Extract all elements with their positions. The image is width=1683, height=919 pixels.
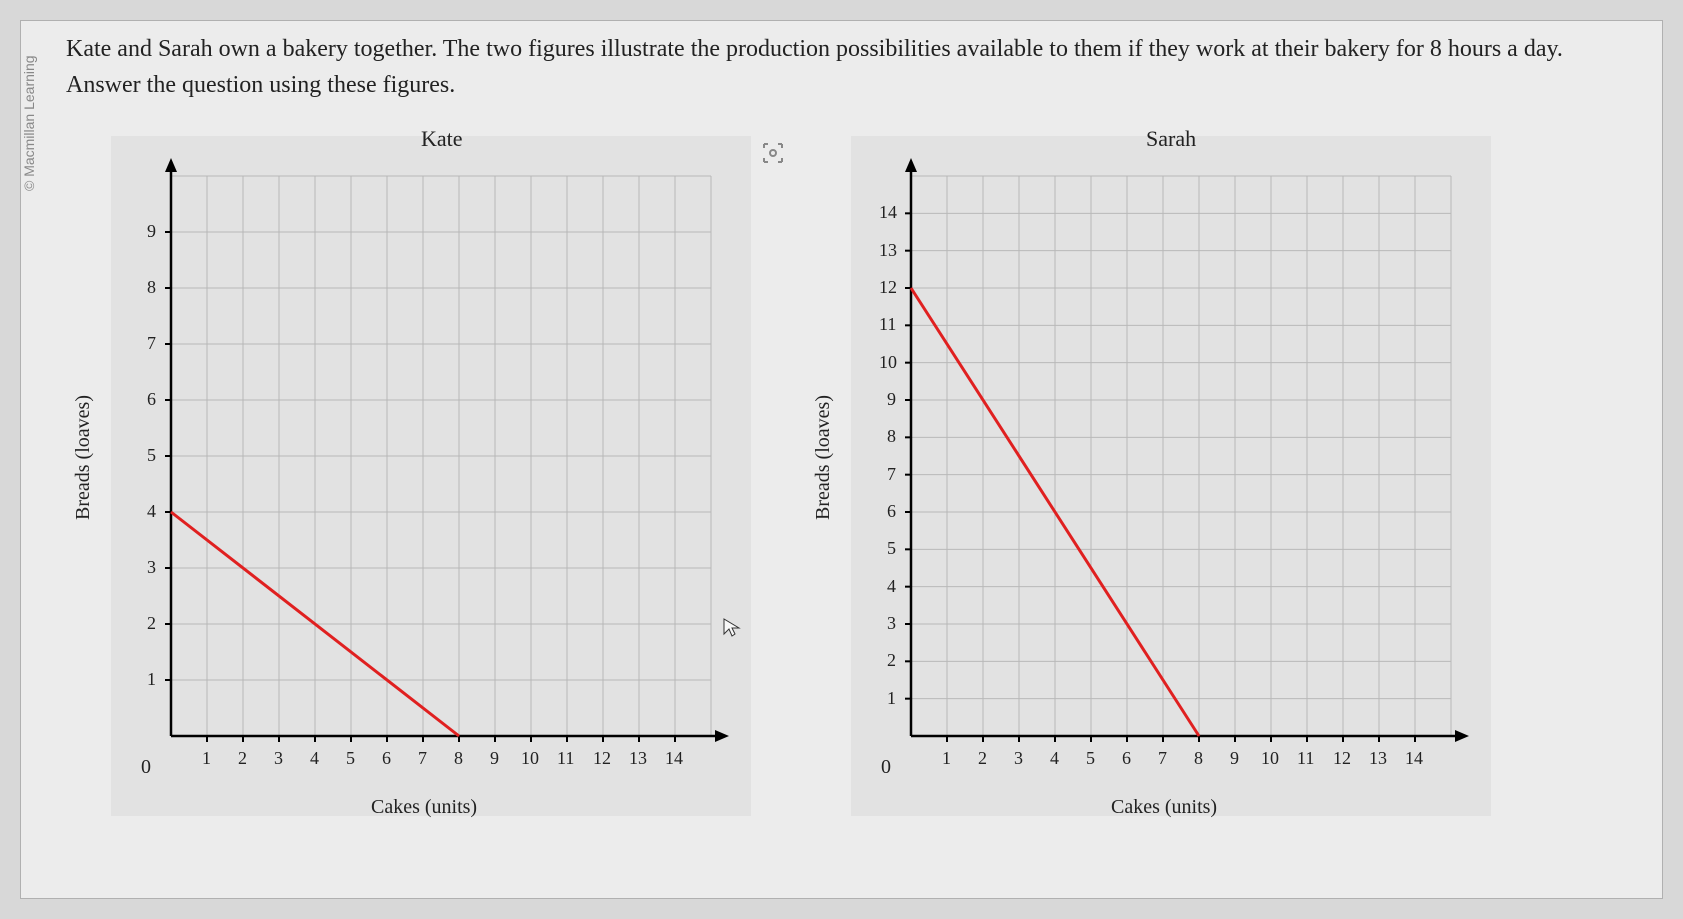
y-tick-label: 7 [147, 333, 156, 354]
y-tick-label: 6 [887, 501, 896, 522]
y-tick-label: 7 [887, 464, 896, 485]
x-tick-label: 13 [1369, 748, 1387, 769]
x-tick-label: 6 [382, 748, 391, 769]
x-tick-label: 14 [665, 748, 683, 769]
x-tick-label: 14 [1405, 748, 1423, 769]
x-tick-label: 4 [310, 748, 319, 769]
y-tick-label: 11 [879, 314, 896, 335]
y-tick-label: 1 [147, 669, 156, 690]
x-tick-label: 4 [1050, 748, 1059, 769]
x-tick-label: 1 [942, 748, 951, 769]
chart-sarah-plot [801, 116, 1521, 836]
y-tick-label: 3 [147, 557, 156, 578]
x-tick-label: 10 [521, 748, 539, 769]
y-tick-label: 4 [887, 576, 896, 597]
x-tick-label: 8 [1194, 748, 1203, 769]
question-text: Kate and Sarah own a bakery together. Th… [66, 31, 1616, 103]
y-tick-label: 2 [887, 650, 896, 671]
x-tick-label: 10 [1261, 748, 1279, 769]
y-tick-label: 5 [147, 445, 156, 466]
chart-sarah: Sarah Breads (loaves) Cakes (units) 0 12… [801, 116, 1521, 866]
y-tick-label: 12 [879, 277, 897, 298]
x-tick-label: 7 [418, 748, 427, 769]
page-container: © Macmillan Learning Kate and Sarah own … [20, 20, 1663, 899]
x-tick-label: 11 [557, 748, 574, 769]
y-tick-label: 13 [879, 240, 897, 261]
x-tick-label: 7 [1158, 748, 1167, 769]
copyright-text: © Macmillan Learning [21, 55, 37, 191]
y-tick-label: 8 [147, 277, 156, 298]
x-tick-label: 3 [1014, 748, 1023, 769]
y-tick-label: 1 [887, 688, 896, 709]
x-tick-label: 12 [593, 748, 611, 769]
x-tick-label: 3 [274, 748, 283, 769]
y-tick-label: 4 [147, 501, 156, 522]
y-tick-label: 10 [879, 352, 897, 373]
cursor-icon [721, 616, 743, 638]
x-tick-label: 11 [1297, 748, 1314, 769]
x-tick-label: 2 [978, 748, 987, 769]
y-tick-label: 9 [147, 221, 156, 242]
x-tick-label: 13 [629, 748, 647, 769]
y-tick-label: 5 [887, 538, 896, 559]
y-tick-label: 6 [147, 389, 156, 410]
y-tick-label: 2 [147, 613, 156, 634]
x-tick-label: 12 [1333, 748, 1351, 769]
y-tick-label: 9 [887, 389, 896, 410]
y-tick-label: 14 [879, 202, 897, 223]
x-tick-label: 9 [490, 748, 499, 769]
x-tick-label: 5 [346, 748, 355, 769]
x-tick-label: 8 [454, 748, 463, 769]
chart-kate: Kate Breads (loaves) Cakes (units) 0 123… [61, 116, 781, 866]
y-tick-label: 3 [887, 613, 896, 634]
x-tick-label: 1 [202, 748, 211, 769]
x-tick-label: 2 [238, 748, 247, 769]
y-tick-label: 8 [887, 426, 896, 447]
camera-icon[interactable] [761, 141, 785, 165]
x-tick-label: 5 [1086, 748, 1095, 769]
x-tick-label: 6 [1122, 748, 1131, 769]
chart-kate-plot [61, 116, 781, 836]
x-tick-label: 9 [1230, 748, 1239, 769]
